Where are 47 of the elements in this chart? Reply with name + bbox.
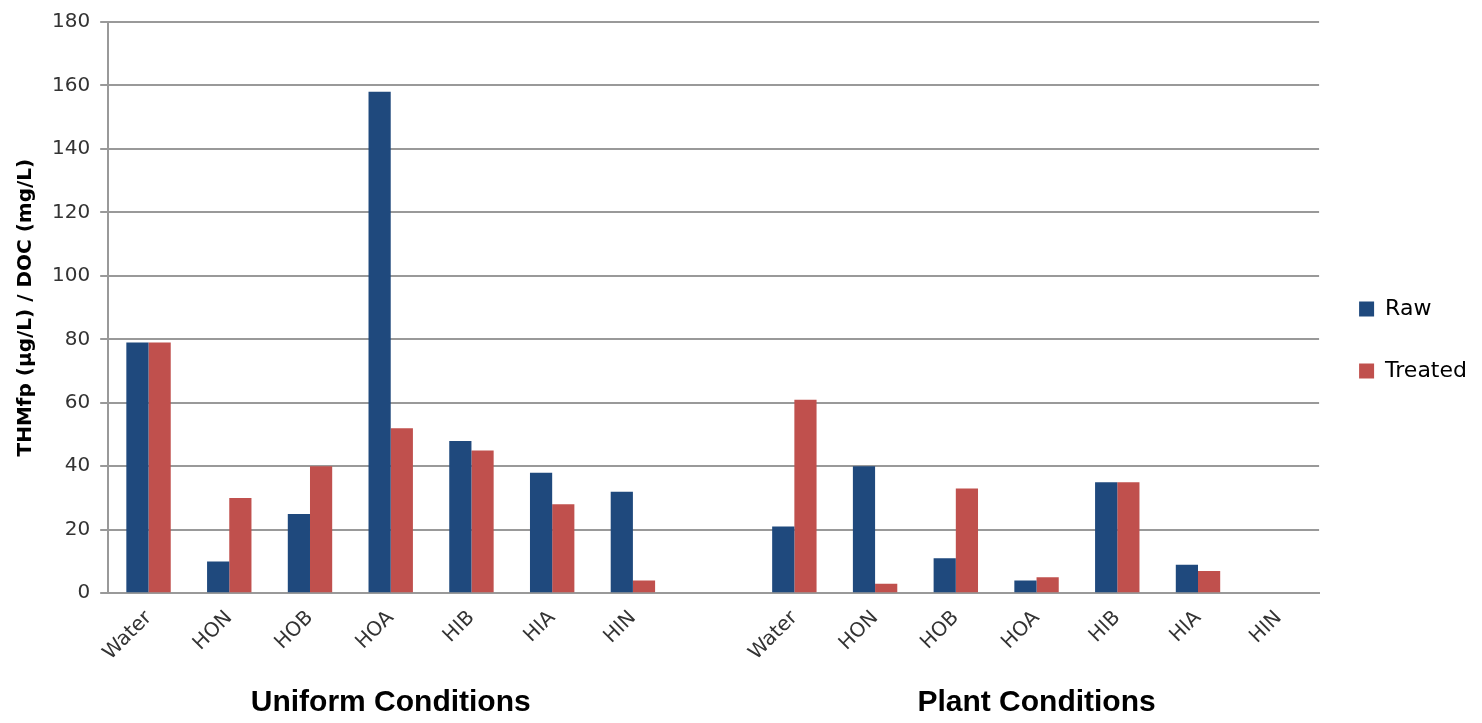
x-tick-label: HIB [437, 604, 479, 647]
y-tick-label: 0 [77, 579, 91, 604]
x-tick-label: HIB [1083, 604, 1125, 647]
bar [207, 561, 230, 593]
y-tick-label: 80 [64, 325, 91, 350]
text: Uniform Conditions [250, 684, 531, 718]
bar [632, 580, 656, 593]
bar [772, 526, 795, 593]
bar [852, 466, 876, 593]
bar [955, 488, 979, 593]
bar [229, 498, 252, 593]
bar [1036, 577, 1059, 593]
bar [1117, 482, 1140, 593]
y-axis-title: THMfp (µg/L) / DOC (mg/L) [12, 158, 37, 457]
legend-label: Treated [1384, 356, 1468, 382]
text: Plant Conditions [917, 684, 1156, 718]
x-tick-label: HIN [597, 604, 641, 648]
x-tick-label: HIA [1163, 604, 1206, 647]
y-tick-label: 120 [51, 198, 91, 223]
bar [1014, 580, 1037, 593]
bar [529, 472, 553, 593]
bar [1198, 571, 1221, 593]
bar [552, 504, 575, 593]
bar [148, 342, 171, 593]
y-tick-label: 140 [51, 135, 91, 160]
bar [1095, 482, 1118, 593]
bar [610, 491, 633, 593]
bar [794, 399, 817, 593]
legend-label: Raw [1385, 294, 1432, 320]
x-tick-label: HIA [517, 604, 560, 647]
bar [390, 428, 413, 593]
y-tick-label: 160 [51, 71, 91, 96]
bar [287, 513, 310, 593]
bar [449, 440, 472, 593]
bar [471, 450, 494, 593]
y-tick-label: 180 [51, 8, 91, 33]
y-tick-label: 100 [51, 262, 91, 287]
x-tick-label: HIN [1243, 604, 1286, 648]
bar [126, 342, 149, 593]
y-tick-label: 40 [64, 452, 91, 477]
bar [1175, 564, 1198, 593]
bar [368, 91, 391, 593]
bar [309, 466, 333, 593]
y-tick-label: 20 [64, 515, 91, 540]
bar [875, 583, 898, 593]
y-tick-label: 60 [64, 389, 91, 414]
bar [933, 558, 956, 593]
